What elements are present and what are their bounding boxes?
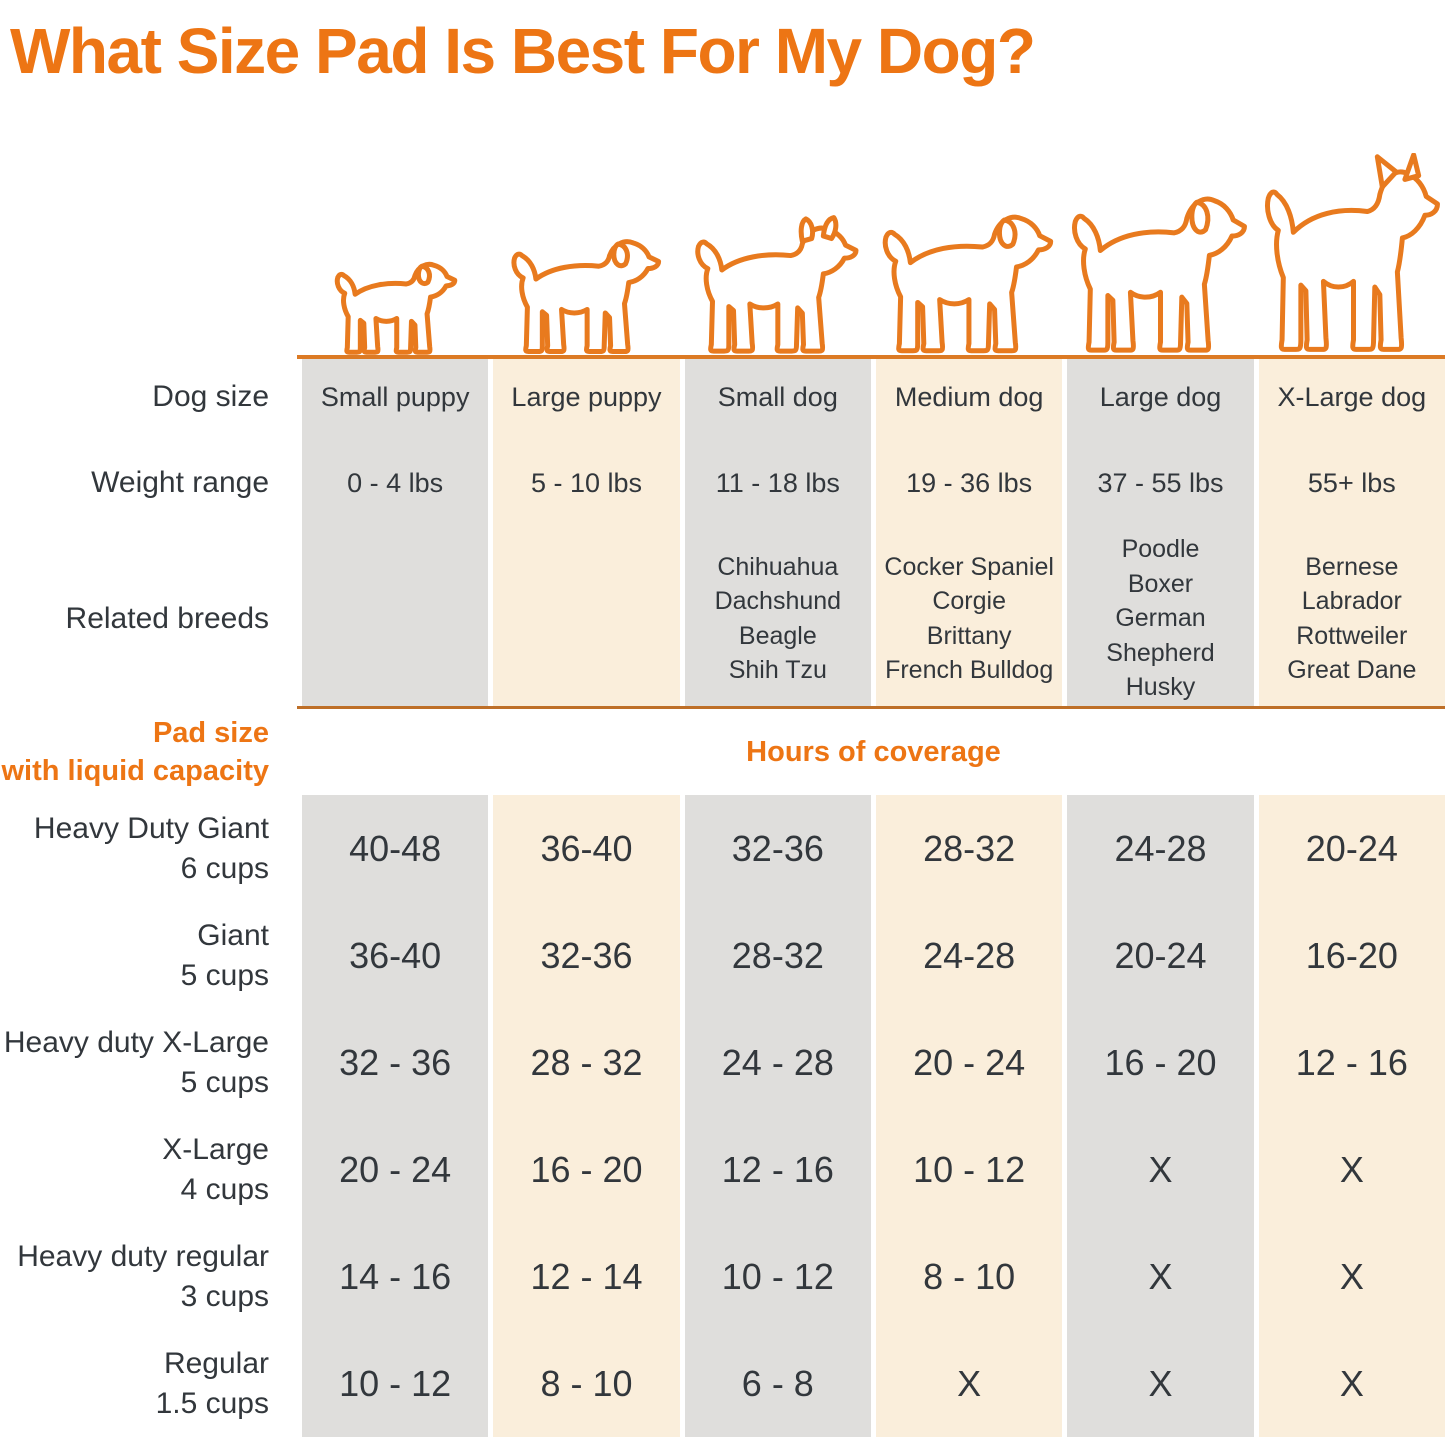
weight-range-cell: 55+ lbs — [1258, 435, 1445, 531]
ground-line — [297, 355, 1445, 359]
weight-range-cell: 11 - 18 lbs — [684, 435, 871, 531]
section-divider-line — [297, 706, 1445, 709]
hours-value-cell: 10 - 12 — [684, 1223, 871, 1330]
hours-value-cell: 16-20 — [1258, 902, 1445, 1009]
dog-size-header: X-Large dog — [1258, 359, 1445, 435]
page-title: What Size Pad Is Best For My Dog? — [10, 15, 1036, 87]
hours-value-cell: 16 - 20 — [1067, 1009, 1254, 1116]
hours-of-coverage-table: Heavy Duty Giant 6 cups 40-48 36-40 32-3… — [0, 795, 1445, 1437]
hours-value-cell: X — [1067, 1330, 1254, 1437]
hours-value-cell: 28-32 — [875, 795, 1063, 902]
hours-value-cell: 20 - 24 — [302, 1116, 489, 1223]
hours-value-cell: 32-36 — [493, 902, 680, 1009]
related-breeds-cell: Cocker Spaniel Corgie Brittany French Bu… — [875, 531, 1063, 706]
hours-of-coverage-header: Hours of coverage — [746, 735, 1001, 768]
hours-value-cell: 10 - 12 — [302, 1330, 489, 1437]
dog-size-row-label: Dog size — [152, 380, 269, 413]
pad-row-label: Heavy duty X-Large 5 cups — [3, 1025, 269, 1099]
hours-value-cell: 28-32 — [684, 902, 871, 1009]
hours-value-cell: 6 - 8 — [684, 1330, 871, 1437]
hours-value-cell: 12 - 16 — [1258, 1009, 1445, 1116]
pad-size-header-band: Pad size with liquid capacity Hours of c… — [0, 709, 1445, 795]
related-breeds-cell — [302, 531, 489, 706]
hours-value-cell: 40-48 — [302, 795, 489, 902]
pad-row-label: Giant 5 cups — [180, 918, 269, 992]
hours-value-cell: X — [1258, 1223, 1445, 1330]
pad-row-label: Heavy Duty Giant 6 cups — [33, 811, 269, 885]
related-breeds-cell — [493, 531, 680, 706]
dog-info-table: Dog size Small puppy Large puppy Small d… — [0, 359, 1445, 706]
dog-size-header: Medium dog — [875, 359, 1063, 435]
hours-value-cell: X — [1258, 1330, 1445, 1437]
dog-illustrations-row — [0, 92, 1445, 355]
large-dog-icon — [1064, 183, 1252, 355]
hours-value-cell: 24-28 — [875, 902, 1063, 1009]
hours-value-cell: 8 - 10 — [493, 1330, 680, 1437]
weight-range-cell: 5 - 10 lbs — [493, 435, 680, 531]
small-dog-icon — [688, 215, 863, 355]
hours-value-cell: X — [1258, 1116, 1445, 1223]
large-puppy-dog-icon — [505, 230, 665, 355]
dog-size-header: Small dog — [684, 359, 871, 435]
pad-size-column-label: Pad size with liquid capacity — [1, 716, 270, 787]
hours-value-cell: 12 - 16 — [684, 1116, 871, 1223]
hours-value-cell: 8 - 10 — [875, 1223, 1063, 1330]
hours-value-cell: 32-36 — [684, 795, 871, 902]
related-breeds-cell: Poodle Boxer German Shepherd Husky — [1067, 531, 1254, 706]
hours-value-cell: 36-40 — [302, 902, 489, 1009]
medium-dog-icon — [875, 203, 1058, 355]
weight-range-cell: 0 - 4 lbs — [302, 435, 489, 531]
pad-row-label: Heavy duty regular 3 cups — [17, 1239, 269, 1313]
related-breeds-row-label: Related breeds — [65, 601, 269, 635]
weight-range-cell: 37 - 55 lbs — [1067, 435, 1254, 531]
related-breeds-cell: Bernese Labrador Rottweiler Great Dane — [1258, 531, 1445, 706]
dog-size-header: Large puppy — [493, 359, 680, 435]
hours-value-cell: 20-24 — [1258, 795, 1445, 902]
hours-value-cell: 24 - 28 — [684, 1009, 871, 1116]
hours-value-cell: 36-40 — [493, 795, 680, 902]
hours-value-cell: 12 - 14 — [493, 1223, 680, 1330]
hours-value-cell: 14 - 16 — [302, 1223, 489, 1330]
weight-range-row-label: Weight range — [91, 466, 269, 499]
x-large-dog-icon — [1257, 153, 1445, 355]
hours-value-cell: 16 - 20 — [493, 1116, 680, 1223]
hours-value-cell: X — [875, 1330, 1063, 1437]
dog-size-header: Large dog — [1067, 359, 1254, 435]
hours-value-cell: 24-28 — [1067, 795, 1254, 902]
dogs-row-spacer — [0, 92, 297, 355]
hours-value-cell: 28 - 32 — [493, 1009, 680, 1116]
related-breeds-cell: Chihuahua Dachshund Beagle Shih Tzu — [684, 531, 871, 706]
hours-value-cell: 32 - 36 — [302, 1009, 489, 1116]
hours-value-cell: 10 - 12 — [875, 1116, 1063, 1223]
dog-size-header: Small puppy — [302, 359, 489, 435]
hours-value-cell: 20 - 24 — [875, 1009, 1063, 1116]
small-puppy-dog-icon — [330, 255, 460, 355]
pad-row-label: X-Large 4 cups — [162, 1132, 269, 1206]
hours-value-cell: X — [1067, 1116, 1254, 1223]
hours-value-cell: 20-24 — [1067, 902, 1254, 1009]
weight-range-cell: 19 - 36 lbs — [875, 435, 1063, 531]
pad-row-label: Regular 1.5 cups — [155, 1346, 269, 1420]
hours-value-cell: X — [1067, 1223, 1254, 1330]
